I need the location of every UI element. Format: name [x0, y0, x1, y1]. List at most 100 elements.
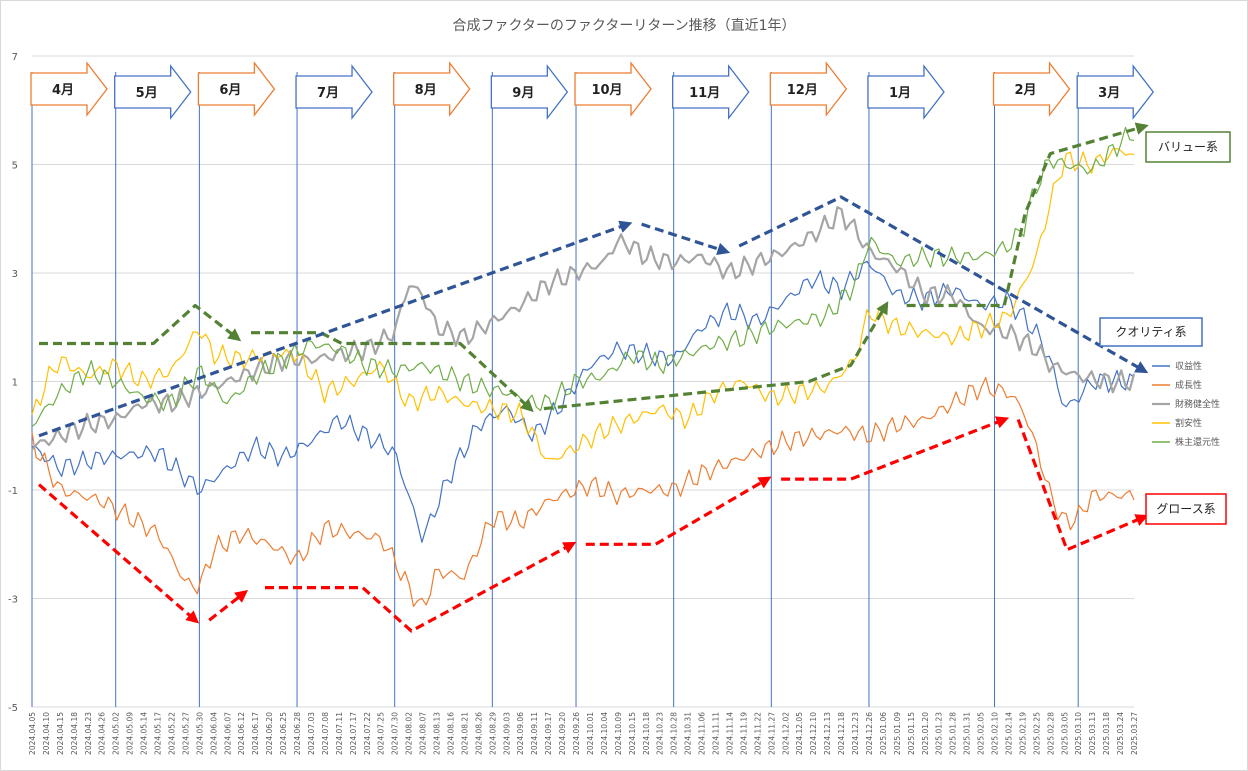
x-tick-label: 2025.03.10	[1074, 712, 1083, 755]
x-tick-label: 2025.02.14	[1004, 712, 1013, 755]
x-tick-label: 2025.02.19	[1018, 712, 1027, 755]
x-tick-label: 2025.02.28	[1046, 712, 1055, 755]
month-arrow-shape	[574, 61, 652, 117]
x-tick-label: 2025.01.09	[893, 712, 902, 755]
x-tick-label: 2024.12.18	[837, 712, 846, 755]
y-tick-label: 1	[12, 378, 18, 389]
x-tick-label: 2024.12.13	[823, 712, 832, 755]
x-tick-label: 2024.10.15	[628, 712, 637, 755]
y-tick-label: -5	[8, 703, 18, 714]
x-tick-label: 2025.01.23	[935, 712, 944, 755]
x-tick-label: 2024.07.30	[391, 712, 400, 755]
month-arrow-shape	[769, 61, 848, 117]
x-tick-label: 2024.05.22	[167, 712, 176, 755]
month-label: 9月	[512, 86, 534, 101]
x-tick-label: 2024.06.12	[237, 712, 246, 755]
month-arrow-shape	[992, 61, 1071, 117]
y-tick-label: 7	[12, 52, 18, 63]
callout-box	[1145, 131, 1231, 163]
series-line-1	[31, 376, 1135, 607]
month-label: 8月	[415, 83, 437, 98]
x-tick-label: 2024.08.16	[446, 712, 455, 755]
x-tick-label: 2024.12.02	[781, 712, 790, 755]
legend-label: 成長性	[1175, 379, 1202, 391]
x-tick-label: 2024.09.26	[572, 712, 581, 755]
trend-arrow-growth	[208, 589, 249, 622]
x-tick-label: 2024.06.28	[293, 712, 302, 755]
x-tick-label: 2024.08.02	[405, 712, 414, 755]
x-tick-label: 2024.06.07	[223, 712, 232, 755]
legend-label: 財務健全性	[1175, 398, 1220, 410]
x-tick-label: 2024.07.25	[377, 712, 386, 755]
legend-label: 割安性	[1175, 417, 1202, 429]
trend-arrows	[37, 122, 1149, 633]
x-tick-label: 2024.12.23	[851, 712, 860, 755]
callout-box	[1099, 317, 1203, 347]
x-tick-label: 2024.04.18	[70, 712, 79, 755]
x-tick-label: 2024.11.27	[767, 712, 776, 755]
month-arrow-shape	[30, 61, 108, 117]
x-tick-label: 2024.10.04	[600, 712, 609, 755]
y-tick-label: -1	[8, 486, 18, 497]
x-tick-label: 2024.04.05	[28, 712, 37, 755]
month-arrow-shape	[197, 61, 276, 117]
x-tick-label: 2025.02.05	[977, 712, 986, 755]
x-tick-label: 2025.01.06	[879, 712, 888, 755]
x-tick-label: 2024.11.22	[753, 712, 762, 755]
x-tick-label: 2024.06.17	[251, 712, 260, 755]
gridlines	[32, 55, 1134, 708]
trend-arrow-growth	[1016, 418, 1149, 552]
trend-arrow-growth	[585, 476, 772, 546]
callout-box	[1145, 493, 1227, 525]
x-tick-label: 2024.04.10	[42, 712, 51, 755]
trend-arrow-quality	[738, 195, 1149, 374]
x-tick-label: 2024.10.18	[642, 712, 651, 755]
trend-arrow-quality	[641, 222, 731, 256]
x-tick-label: 2024.04.15	[56, 712, 65, 755]
x-tick-label: 2024.07.17	[349, 712, 358, 755]
x-tick-label: 2024.11.11	[712, 712, 721, 755]
x-tick-label: 2024.07.22	[363, 712, 372, 755]
x-tick-label: 2024.08.26	[474, 712, 483, 755]
x-tick-label: 2024.08.13	[433, 712, 442, 755]
month-arrow-shape	[672, 64, 750, 120]
x-tick-label: 2025.03.27	[1130, 712, 1139, 755]
x-tick-label: 2024.10.01	[586, 712, 595, 755]
trend-arrow-value	[251, 331, 534, 413]
y-tick-label: 5	[12, 161, 18, 172]
x-tick-label: 2025.02.10	[991, 712, 1000, 755]
x-tick-label: 2024.07.08	[321, 712, 330, 755]
series-line-4	[31, 126, 1135, 428]
x-tick-label: 2025.01.28	[949, 712, 958, 755]
x-tick-label: 2025.03.24	[1116, 712, 1125, 755]
x-tick-label: 2024.05.27	[181, 712, 190, 755]
x-tick-label: 2024.11.19	[739, 712, 748, 755]
x-tick-label: 2024.05.09	[126, 712, 135, 755]
x-tick-label: 2024.09.20	[558, 712, 567, 755]
month-arrow-shape	[867, 64, 945, 120]
x-tick-label: 2024.12.05	[795, 712, 804, 755]
x-tick-label: 2024.05.14	[140, 712, 149, 755]
x-tick-label: 2024.12.10	[809, 712, 818, 755]
x-tick-label: 2024.04.26	[98, 712, 107, 755]
x-tick-label: 2024.09.06	[516, 712, 525, 755]
x-tick-label: 2024.12.26	[865, 712, 874, 755]
series-line-3	[31, 147, 1135, 460]
x-tick-label: 2025.01.20	[921, 712, 930, 755]
x-tick-label: 2024.08.21	[460, 712, 469, 755]
trend-arrow-value	[39, 303, 242, 346]
x-tick-label: 2024.09.11	[530, 712, 539, 755]
x-tick-label: 2024.04.23	[84, 712, 93, 755]
y-tick-label: 3	[12, 269, 18, 280]
trend-arrow-value	[543, 301, 889, 411]
month-label: 7月	[317, 86, 339, 101]
month-arrow-labels: 4月 5月 6月 7月 8月 9月 10月 11月 12月 1月 2月 3月	[30, 61, 1155, 120]
x-axis-ticks: 2024.04.05 2024.04.10 2024.04.15 2024.04.18…	[28, 712, 1139, 755]
month-arrow-shape	[393, 61, 471, 117]
callout-label: グロース系	[1156, 502, 1215, 516]
month-label: 12月	[787, 83, 818, 98]
month-label: 3月	[1098, 86, 1120, 101]
